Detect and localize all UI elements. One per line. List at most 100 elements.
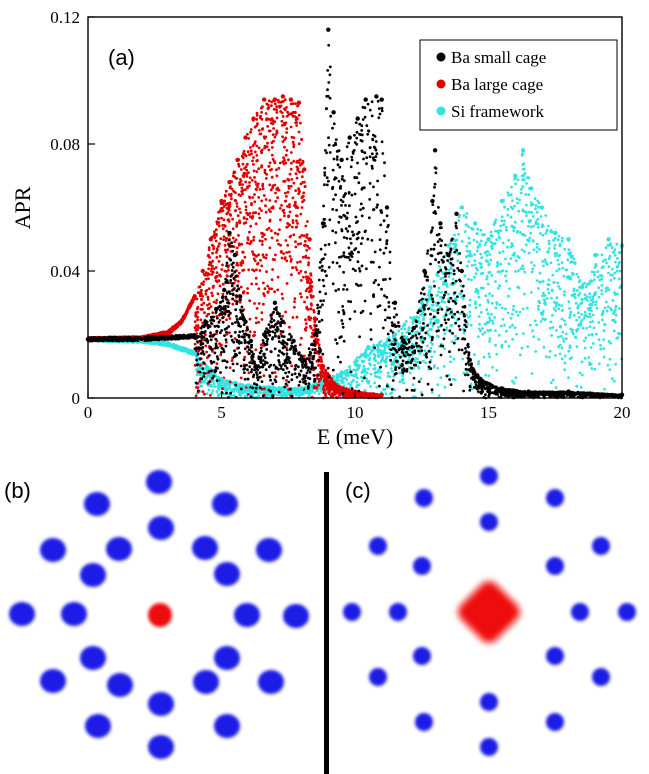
data-point-ba-small-cage: [254, 364, 259, 369]
x-axis-label: E (meV): [317, 424, 393, 449]
data-point-ba-large-cage: [243, 135, 248, 140]
atom: [546, 713, 564, 731]
data-point-ba-small-cage: [459, 268, 464, 274]
atom: [571, 603, 589, 621]
data-point-si-framework: [459, 205, 464, 210]
data-point-ba-large-cage: [334, 383, 339, 388]
data-point-si-framework: [366, 345, 371, 350]
data-point-ba-small-cage: [363, 97, 368, 102]
atom: [256, 538, 282, 562]
atom: [80, 646, 106, 670]
atom: [214, 646, 240, 670]
data-point-ba-small-cage: [347, 135, 352, 140]
data-point-ba-small-cage: [232, 252, 238, 258]
atom: [480, 738, 498, 756]
data-point-ba-small-cage: [392, 300, 398, 305]
data-point-ba-large-cage: [296, 100, 302, 105]
atom: [40, 669, 66, 693]
data-point-si-framework: [339, 370, 344, 375]
data-point-si-framework: [539, 205, 545, 210]
data-point-ba-small-cage: [326, 27, 331, 32]
data-point-si-framework: [419, 300, 424, 305]
atom: [40, 538, 66, 562]
x-tick-label: 0: [84, 403, 93, 422]
atom: [546, 489, 564, 507]
data-point-ba-small-cage: [222, 287, 227, 293]
panel-label-a: (a): [108, 45, 135, 70]
atom: [546, 557, 564, 575]
data-point-si-framework: [192, 351, 197, 356]
atom: [214, 714, 240, 738]
data-point-ba-small-cage: [400, 338, 406, 344]
x-tick-label: 10: [347, 403, 364, 422]
data-point-ba-large-cage: [208, 237, 213, 242]
data-point-ba-small-cage: [374, 94, 379, 99]
legend-marker-ba-large-cage: [436, 79, 446, 89]
atom: [369, 537, 387, 555]
atom: [106, 537, 132, 561]
data-point-ba-small-cage: [339, 157, 344, 163]
data-point-ba-large-cage: [200, 268, 205, 274]
data-point-ba-small-cage: [248, 338, 254, 344]
data-point-si-framework: [246, 383, 251, 388]
data-point-ba-large-cage: [272, 97, 278, 102]
center-atom-b: [148, 603, 172, 627]
y-tick-label: 0.08: [50, 135, 80, 154]
data-point-ba-large-cage: [227, 179, 232, 185]
atom: [592, 668, 610, 686]
data-point-ba-small-cage: [379, 97, 384, 102]
legend-marker-ba-small-cage: [436, 52, 446, 62]
data-point-si-framework: [579, 284, 585, 290]
atom: [283, 604, 309, 628]
atom: [592, 537, 610, 555]
atom: [107, 673, 133, 697]
data-point-ba-large-cage: [165, 330, 171, 336]
atom: [389, 603, 407, 621]
data-point-ba-small-cage: [446, 252, 451, 258]
scatter-cloud-2: [86, 152, 624, 400]
scatter-markers: [85, 27, 625, 397]
atom: [61, 602, 87, 626]
data-point-ba-small-cage: [165, 335, 171, 340]
data-point-ba-small-cage: [243, 319, 248, 324]
data-point-ba-small-cage: [478, 376, 483, 382]
apr-scatter-chart: 0 5 10 15 20 0 0.04 0.08 0.12 E (meV) APR (a) B…: [10, 8, 631, 449]
data-point-ba-large-cage: [262, 97, 267, 102]
y-tick-label: 0: [72, 389, 81, 408]
legend-label-si-framework: Si framework: [451, 102, 545, 121]
center-atom-c: [458, 581, 520, 643]
data-point-ba-small-cage: [430, 198, 435, 204]
data-point-ba-small-cage: [384, 205, 390, 210]
legend-marker-si-framework: [436, 106, 446, 116]
data-point-ba-large-cage: [302, 167, 307, 172]
data-point-si-framework: [513, 173, 518, 178]
atom: [80, 563, 106, 587]
data-point-ba-small-cage: [139, 336, 144, 342]
data-point-ba-small-cage: [566, 389, 571, 394]
data-point-ba-small-cage: [302, 357, 307, 363]
data-point-ba-small-cage: [312, 332, 318, 337]
data-point-ba-small-cage: [432, 148, 438, 153]
atom: [369, 668, 387, 686]
data-point-ba-large-cage: [320, 364, 326, 369]
data-point-si-framework: [606, 237, 611, 242]
data-point-ba-large-cage: [251, 116, 256, 121]
data-point-si-framework: [499, 198, 505, 204]
y-axis-ticks: 0 0.04 0.08 0.12: [50, 8, 95, 408]
atom: [85, 714, 111, 738]
atom: [413, 557, 431, 575]
data-point-ba-small-cage: [203, 319, 208, 324]
atom: [415, 489, 433, 507]
panel-divider: [324, 472, 329, 774]
data-point-ba-small-cage: [227, 230, 232, 236]
panel-b-atom-map: (b): [4, 470, 309, 759]
y-axis-label: APR: [10, 186, 35, 229]
atom: [214, 562, 240, 586]
atom: [146, 470, 172, 494]
legend-label-ba-large-cage: Ba large cage: [451, 75, 543, 94]
data-point-si-framework: [593, 252, 598, 258]
panel-c-atom-map: (c): [343, 467, 636, 756]
data-point-si-framework: [486, 237, 491, 242]
atom: [343, 603, 361, 621]
